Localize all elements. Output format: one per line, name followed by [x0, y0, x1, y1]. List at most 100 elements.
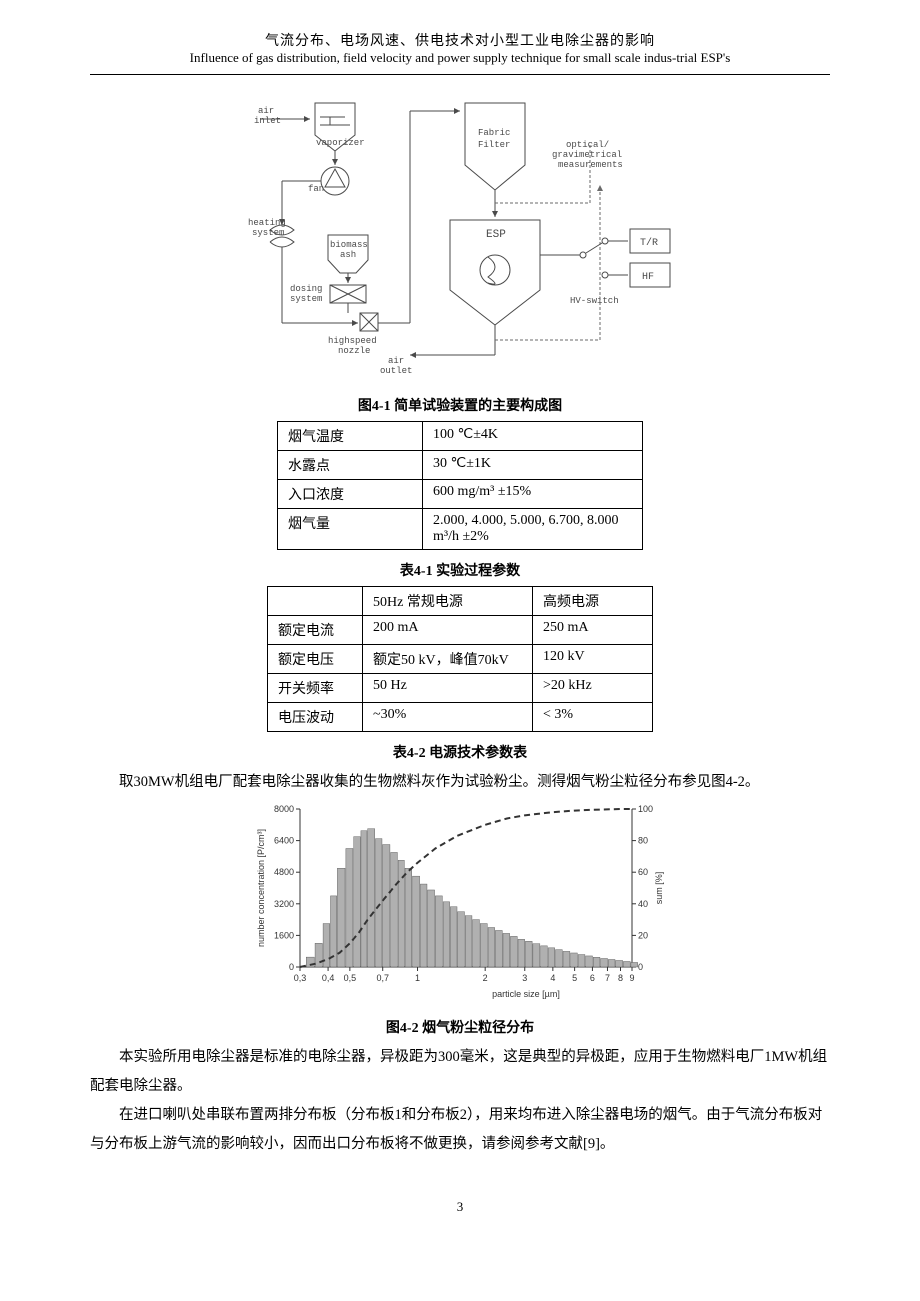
table-row: 烟气温度100 ℃±4K	[278, 422, 643, 451]
table-row: 电压波动~30%< 3%	[268, 703, 653, 732]
label-fabric-2: Filter	[478, 140, 510, 150]
table-cell: 入口浓度	[278, 480, 423, 509]
svg-text:3: 3	[522, 973, 527, 983]
paragraph-1-text: 取30MW机组电厂配套电除尘器收集的生物燃料灰作为试验粉尘。测得烟气粉尘粒径分布…	[90, 768, 830, 797]
table-row: 烟气量2.000, 4.000, 5.000, 6.700, 8.000 m³/…	[278, 509, 643, 550]
svg-text:8000: 8000	[274, 804, 294, 814]
table-cell: 250 mA	[533, 616, 653, 645]
svg-text:80: 80	[638, 836, 648, 846]
table-cell: 600 mg/m³ ±15%	[423, 480, 643, 509]
table-row: 开关频率50 Hz>20 kHz	[268, 674, 653, 703]
label-air-outlet-1: air	[388, 356, 404, 366]
table-cell: 120 kV	[533, 645, 653, 674]
svg-text:8: 8	[618, 973, 623, 983]
table-4-2: 50Hz 常规电源高频电源额定电流200 mA250 mA额定电压额定50 kV…	[267, 586, 653, 732]
label-air-outlet-2: outlet	[380, 366, 412, 376]
label-nozzle-2: nozzle	[338, 346, 370, 356]
table-cell: 50 Hz	[363, 674, 533, 703]
table-cell: >20 kHz	[533, 674, 653, 703]
table-cell: 额定电流	[268, 616, 363, 645]
table-cell: 烟气量	[278, 509, 423, 550]
label-vaporizer: vaporizer	[316, 138, 365, 148]
title-english: Influence of gas distribution, field vel…	[90, 50, 830, 66]
table-cell: 电压波动	[268, 703, 363, 732]
svg-text:6: 6	[590, 973, 595, 983]
paragraph-1: 取30MW机组电厂配套电除尘器收集的生物燃料灰作为试验粉尘。测得烟气粉尘粒径分布…	[90, 768, 830, 797]
table-cell: 2.000, 4.000, 5.000, 6.700, 8.000 m³/h ±…	[423, 509, 643, 550]
table-4-2-caption: 表4-2 电源技术参数表	[90, 742, 830, 762]
table-header-row: 50Hz 常规电源高频电源	[268, 587, 653, 616]
label-heating-1: heating	[248, 218, 286, 228]
table-row: 额定电流200 mA250 mA	[268, 616, 653, 645]
header-divider	[90, 74, 830, 75]
svg-text:3200: 3200	[274, 899, 294, 909]
svg-text:100: 100	[638, 804, 653, 814]
label-air-inlet: air	[258, 106, 274, 116]
label-optical-3: measurements	[558, 160, 623, 170]
table-cell: 200 mA	[363, 616, 533, 645]
table-row: 水露点30 ℃±1K	[278, 451, 643, 480]
label-optical-1: optical/	[566, 140, 609, 150]
svg-text:60: 60	[638, 867, 648, 877]
label-biomass-2: ash	[340, 250, 356, 260]
label-nozzle-1: highspeed	[328, 336, 377, 346]
table-cell: ~30%	[363, 703, 533, 732]
figure-4-1-caption: 图4-1 简单试验装置的主要构成图	[90, 395, 830, 415]
figure-4-1-diagram: air inlet vaporizer fan heating system b…	[90, 95, 830, 385]
svg-text:sum [%]: sum [%]	[654, 872, 664, 905]
svg-text:0,7: 0,7	[376, 973, 389, 983]
table-header-cell: 高频电源	[533, 587, 653, 616]
table-cell: 烟气温度	[278, 422, 423, 451]
table-cell: 额定电压	[268, 645, 363, 674]
figure-4-2-caption: 图4-2 烟气粉尘粒径分布	[90, 1017, 830, 1037]
table-4-1-caption: 表4-1 实验过程参数	[90, 560, 830, 580]
table-4-1: 烟气温度100 ℃±4K水露点30 ℃±1K入口浓度600 mg/m³ ±15%…	[277, 421, 643, 550]
table-cell: < 3%	[533, 703, 653, 732]
label-heating-2: system	[252, 228, 284, 238]
svg-text:6400: 6400	[274, 836, 294, 846]
process-diagram-svg: air inlet vaporizer fan heating system b…	[240, 95, 680, 385]
table-cell: 水露点	[278, 451, 423, 480]
svg-text:0,3: 0,3	[294, 973, 307, 983]
svg-text:particle size [µm]: particle size [µm]	[492, 989, 560, 999]
particle-size-chart-svg: 0 1600 3200 4800 6400 8000 0 20 40 60 80 100 0,3 0,4 0…	[250, 801, 670, 1001]
title-chinese: 气流分布、电场风速、供电技术对小型工业电除尘器的影响	[90, 30, 830, 50]
page-header: 气流分布、电场风速、供电技术对小型工业电除尘器的影响 Influence of …	[90, 30, 830, 66]
label-air-inlet-2: inlet	[254, 116, 281, 126]
svg-text:0: 0	[289, 962, 294, 972]
label-tr: T/R	[640, 237, 658, 249]
label-hv: HV-switch	[570, 296, 619, 306]
svg-text:1600: 1600	[274, 930, 294, 940]
table-cell: 30 ℃±1K	[423, 451, 643, 480]
table-cell: 额定50 kV，峰值70kV	[363, 645, 533, 674]
label-fan: fan	[308, 184, 324, 194]
svg-text:0,4: 0,4	[322, 973, 335, 983]
table-cell: 开关频率	[268, 674, 363, 703]
svg-text:4800: 4800	[274, 867, 294, 877]
svg-text:number concentration [P/cm³]: number concentration [P/cm³]	[256, 829, 266, 947]
label-dosing-2: system	[290, 294, 322, 304]
svg-text:20: 20	[638, 930, 648, 940]
label-dosing-1: dosing	[290, 284, 322, 294]
figure-4-2-chart: 0 1600 3200 4800 6400 8000 0 20 40 60 80 100 0,3 0,4 0…	[90, 801, 830, 1001]
label-optical-2: gravimetrical	[552, 150, 622, 160]
svg-text:2: 2	[483, 973, 488, 983]
paragraph-3-text: 在进口喇叭处串联布置两排分布板（分布板1和分布板2），用来均布进入除尘器电场的烟…	[90, 1101, 830, 1159]
paragraph-2-text: 本实验所用电除尘器是标准的电除尘器，异极距为300毫米，这是典型的异极距，应用于…	[90, 1043, 830, 1101]
body-paragraphs: 本实验所用电除尘器是标准的电除尘器，异极距为300毫米，这是典型的异极距，应用于…	[90, 1043, 830, 1159]
svg-text:40: 40	[638, 899, 648, 909]
svg-text:0,5: 0,5	[344, 973, 357, 983]
svg-text:9: 9	[629, 973, 634, 983]
svg-text:5: 5	[572, 973, 577, 983]
page-number: 3	[90, 1199, 830, 1215]
label-esp: ESP	[486, 229, 506, 241]
svg-text:1: 1	[415, 973, 420, 983]
label-hf: HF	[642, 272, 654, 283]
table-row: 入口浓度600 mg/m³ ±15%	[278, 480, 643, 509]
svg-text:7: 7	[605, 973, 610, 983]
table-header-cell	[268, 587, 363, 616]
table-cell: 100 ℃±4K	[423, 422, 643, 451]
svg-text:0: 0	[638, 962, 643, 972]
svg-text:4: 4	[550, 973, 555, 983]
table-row: 额定电压额定50 kV，峰值70kV120 kV	[268, 645, 653, 674]
